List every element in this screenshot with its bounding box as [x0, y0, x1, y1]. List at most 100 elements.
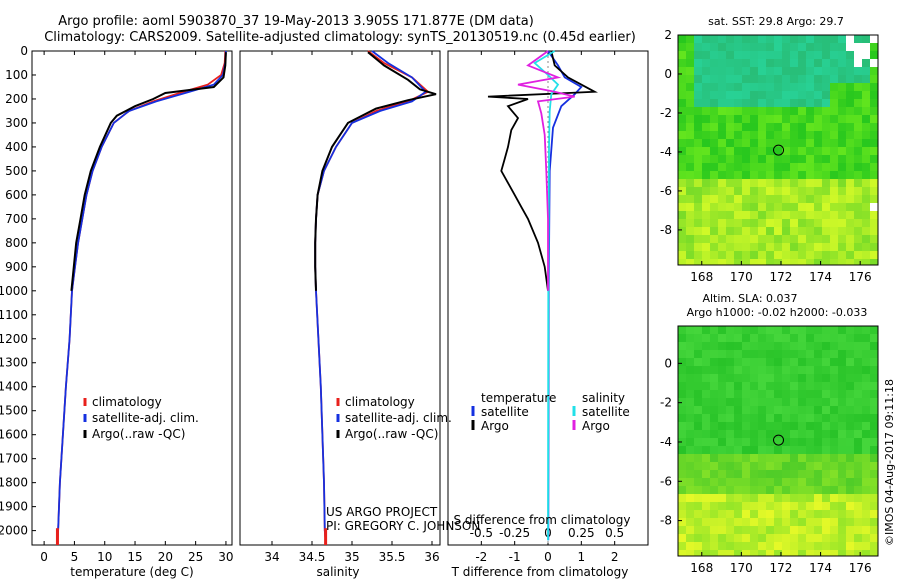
map-cell — [694, 342, 703, 351]
map-cell — [822, 131, 831, 140]
map-cell — [830, 334, 839, 343]
map-cell — [854, 462, 863, 471]
map-cell — [838, 219, 847, 228]
header-line-1: Argo profile: aoml 5903870_37 19-May-201… — [58, 14, 534, 29]
map-cell — [854, 203, 863, 212]
map-cell — [782, 350, 791, 359]
map-cell — [694, 219, 703, 228]
map-cell — [718, 179, 727, 188]
map-cell — [814, 91, 823, 100]
map-cell — [678, 243, 687, 252]
map-cell — [782, 211, 791, 220]
map-cell — [854, 227, 863, 236]
map-y-tick-label: 2 — [664, 28, 672, 42]
map-cell — [742, 486, 751, 495]
map-cell — [830, 35, 839, 44]
s-diff-tick-label: 0.5 — [605, 526, 624, 540]
map-cell — [790, 422, 799, 431]
map-cell — [734, 326, 743, 335]
map-cell — [798, 430, 807, 439]
map-cell — [774, 462, 783, 471]
map-cell — [686, 147, 695, 156]
map-cell — [734, 526, 743, 535]
map-cell — [774, 75, 783, 84]
map-cell — [750, 83, 759, 92]
map-cell — [798, 163, 807, 172]
x-tick-label: 0 — [544, 550, 552, 564]
map-cell — [870, 382, 878, 391]
map-cell — [854, 195, 863, 204]
map-cell — [838, 43, 847, 52]
map-cell — [766, 83, 775, 92]
map-cell — [686, 454, 695, 463]
map-cell — [694, 518, 703, 527]
legend-label-sal-satellite: satellite — [582, 405, 630, 419]
map-y-tick-label: -8 — [660, 223, 672, 237]
map-cell — [734, 187, 743, 196]
map-cell — [870, 390, 878, 399]
map-cell — [742, 462, 751, 471]
map-cell — [806, 83, 815, 92]
map-cell — [734, 550, 743, 556]
map-cell — [758, 414, 767, 423]
map-cell — [854, 131, 863, 140]
map-cell — [758, 502, 767, 511]
map-cell — [798, 219, 807, 228]
map-cell — [694, 59, 703, 68]
map-cell — [742, 99, 751, 108]
map-cell — [822, 147, 831, 156]
map-cell — [702, 486, 711, 495]
map-cell — [806, 462, 815, 471]
map-cell — [854, 542, 863, 551]
map-cell — [694, 550, 703, 556]
map-cell — [686, 83, 695, 92]
map-cell — [862, 366, 871, 375]
map-cell — [750, 91, 759, 100]
map-cell — [718, 414, 727, 423]
map-cell — [766, 139, 775, 148]
map-cell — [758, 486, 767, 495]
map-cell — [742, 147, 751, 156]
map-cell — [846, 526, 855, 535]
map-cell — [766, 43, 775, 52]
climatology-bottom-marker — [324, 528, 328, 545]
map-cell — [814, 179, 823, 188]
map-cell — [806, 235, 815, 244]
map-cell — [862, 502, 871, 511]
map-cell — [790, 43, 799, 52]
difference-series — [487, 50, 598, 545]
map-cell — [742, 195, 751, 204]
map-cell — [838, 486, 847, 495]
map-cell — [790, 195, 799, 204]
map-cell — [694, 398, 703, 407]
map-cell — [790, 67, 799, 76]
map-cell — [702, 446, 711, 455]
map-cell — [694, 358, 703, 367]
map-cell — [790, 366, 799, 375]
map-cell — [814, 139, 823, 148]
map-cell — [774, 123, 783, 132]
map-cell — [742, 422, 751, 431]
map-cell — [710, 171, 719, 180]
map-cell — [702, 51, 711, 60]
map-cell — [814, 75, 823, 84]
map-cell — [814, 422, 823, 431]
map-cell — [718, 526, 727, 535]
map-cell — [774, 342, 783, 351]
map-cell — [766, 235, 775, 244]
map-cell — [726, 43, 735, 52]
sla-map: Altim. SLA: 0.037 Argo h1000: -0.02 h200… — [660, 292, 879, 575]
map-cell — [782, 486, 791, 495]
map-cell — [798, 502, 807, 511]
map-cell — [854, 171, 863, 180]
map-cell — [862, 550, 871, 556]
map-cell — [742, 243, 751, 252]
map-cell — [790, 534, 799, 543]
map-cell — [694, 155, 703, 164]
map-cell — [734, 115, 743, 124]
map-cell — [702, 326, 711, 335]
map-cell — [774, 406, 783, 415]
map-cell — [838, 59, 847, 68]
map-cell — [806, 179, 815, 188]
